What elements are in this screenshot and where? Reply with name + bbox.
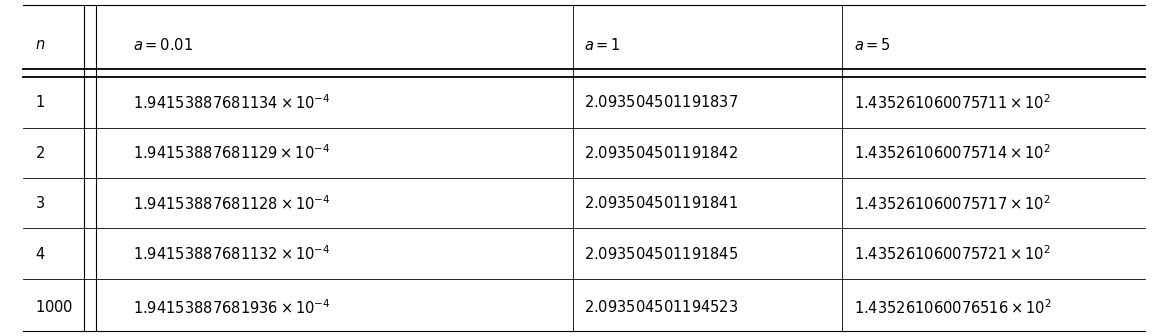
Text: $1.43526106007651 6\times10^{2}$: $1.43526106007651 6\times10^{2}$: [854, 298, 1052, 317]
Text: $2$: $2$: [35, 145, 45, 161]
Text: $a = 1$: $a = 1$: [584, 37, 621, 53]
Text: $1.94153887681132\times10^{-4}$: $1.94153887681132\times10^{-4}$: [133, 244, 331, 263]
Text: $1.94153887681134\times10^{-4}$: $1.94153887681134\times10^{-4}$: [133, 93, 331, 112]
Text: $1.43526106007571 4\times10^{2}$: $1.43526106007571 4\times10^{2}$: [854, 143, 1051, 162]
Text: $1.94153887681129\times10^{-4}$: $1.94153887681129\times10^{-4}$: [133, 143, 330, 162]
Text: $1$: $1$: [35, 94, 45, 111]
Text: $2.09350450119184 2$: $2.09350450119184 2$: [584, 145, 738, 161]
Text: $2.09350450119184 5$: $2.09350450119184 5$: [584, 246, 738, 262]
Text: $1.94153887681128\times10^{-4}$: $1.94153887681128\times10^{-4}$: [133, 194, 331, 213]
Text: $4$: $4$: [35, 246, 45, 262]
Text: $1.43526106007571 1\times10^{2}$: $1.43526106007571 1\times10^{2}$: [854, 93, 1051, 112]
Text: $3$: $3$: [35, 195, 45, 211]
Text: $1.94153887681936\times10^{-4}$: $1.94153887681936\times10^{-4}$: [133, 298, 331, 317]
Text: $2.09350450119452 3$: $2.09350450119452 3$: [584, 299, 738, 316]
Text: $1.43526106007572 1\times10^{2}$: $1.43526106007572 1\times10^{2}$: [854, 244, 1051, 263]
Text: $a = 0.01$: $a = 0.01$: [133, 37, 193, 53]
Text: $2.09350450119184 1$: $2.09350450119184 1$: [584, 195, 738, 211]
Text: $a = 5$: $a = 5$: [854, 37, 891, 53]
Text: $2.09350450119183 7$: $2.09350450119183 7$: [584, 94, 738, 111]
Text: $1000$: $1000$: [35, 299, 73, 316]
Text: $n$: $n$: [35, 38, 45, 52]
Text: $1.43526106007571 7\times10^{2}$: $1.43526106007571 7\times10^{2}$: [854, 194, 1051, 213]
